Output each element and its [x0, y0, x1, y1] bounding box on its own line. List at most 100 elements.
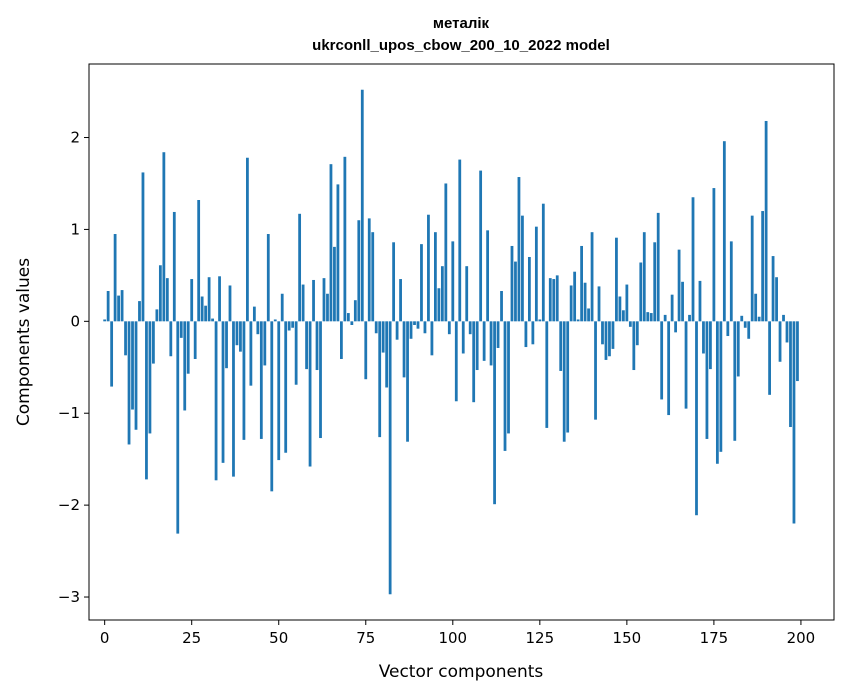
bar	[360, 89, 364, 322]
bar	[621, 310, 625, 322]
bar	[392, 242, 396, 322]
bar	[172, 211, 176, 322]
bar	[367, 218, 371, 322]
bar	[722, 141, 726, 322]
bar	[183, 321, 187, 411]
bar	[176, 321, 180, 534]
bar	[284, 321, 288, 453]
bar	[468, 321, 472, 335]
y-tick-label: −2	[58, 496, 80, 514]
bar	[378, 321, 382, 438]
bar	[256, 321, 260, 335]
bar	[775, 277, 778, 322]
bar	[141, 172, 145, 322]
bar	[649, 313, 653, 322]
bar	[681, 281, 684, 322]
bar	[702, 321, 705, 354]
bar	[796, 321, 799, 382]
plot-frame	[88, 63, 835, 621]
bar	[677, 249, 681, 322]
bar	[757, 316, 761, 322]
bar	[705, 321, 709, 439]
bar	[517, 177, 521, 322]
bar	[608, 321, 611, 357]
bar	[371, 232, 375, 322]
bar	[312, 279, 315, 322]
bar	[239, 321, 242, 352]
bar	[249, 321, 253, 386]
bar	[294, 321, 298, 385]
bar	[531, 321, 535, 345]
y-axis-ticks: −3 −2 −1 0 1 2	[58, 129, 89, 606]
bar	[291, 321, 295, 328]
bar	[305, 321, 308, 370]
bar	[333, 246, 336, 322]
bar	[280, 293, 284, 322]
bar	[785, 321, 789, 343]
bar	[395, 321, 399, 340]
bar	[590, 232, 594, 322]
y-tick-label: 2	[70, 129, 80, 147]
bar	[534, 226, 538, 322]
bar	[193, 321, 197, 359]
bar	[200, 296, 204, 322]
bar	[319, 321, 322, 439]
bar	[486, 230, 490, 322]
bar	[152, 321, 155, 364]
bar	[148, 321, 152, 434]
bar	[336, 184, 340, 322]
bar	[270, 321, 274, 492]
bar	[186, 321, 190, 374]
bar	[562, 321, 566, 442]
bar	[715, 321, 719, 464]
bar	[103, 319, 107, 322]
bar	[420, 244, 423, 322]
bar	[158, 265, 162, 322]
x-tick-label: 25	[182, 629, 201, 647]
bar	[740, 315, 744, 322]
bar	[545, 321, 549, 428]
bar	[768, 321, 771, 395]
y-tick-label: 0	[70, 312, 80, 330]
bar	[778, 321, 782, 362]
bar	[712, 188, 716, 322]
bar	[211, 318, 214, 322]
bar	[726, 321, 730, 337]
bar	[684, 321, 688, 409]
bar	[434, 232, 437, 322]
bar	[750, 215, 754, 322]
bar	[409, 321, 413, 339]
bar	[639, 262, 643, 322]
bar	[764, 120, 768, 322]
bar	[308, 321, 312, 467]
bar	[500, 291, 503, 322]
bar	[169, 321, 173, 357]
bar	[566, 321, 570, 433]
bar	[573, 271, 577, 322]
bar	[197, 200, 201, 322]
bar	[145, 321, 148, 480]
chart-title: металік	[433, 15, 490, 32]
y-tick-label: −1	[58, 404, 80, 422]
chart-subtitle: ukrconll_upos_cbow_200_10_2022 model	[312, 37, 610, 54]
bar	[228, 285, 232, 322]
bar	[413, 321, 416, 325]
bar	[207, 277, 211, 322]
bar	[601, 321, 604, 345]
bar	[350, 321, 354, 325]
bar	[789, 321, 792, 428]
bar	[242, 321, 246, 440]
bar	[709, 321, 712, 370]
bar	[179, 321, 183, 338]
bar	[674, 321, 677, 333]
bar	[496, 321, 500, 348]
x-tick-label: 0	[100, 629, 110, 647]
bar	[454, 321, 458, 402]
bar	[615, 237, 618, 322]
bar	[733, 321, 737, 441]
bar	[792, 321, 796, 524]
bar	[353, 300, 357, 322]
bar	[252, 306, 256, 322]
bar	[555, 275, 559, 322]
